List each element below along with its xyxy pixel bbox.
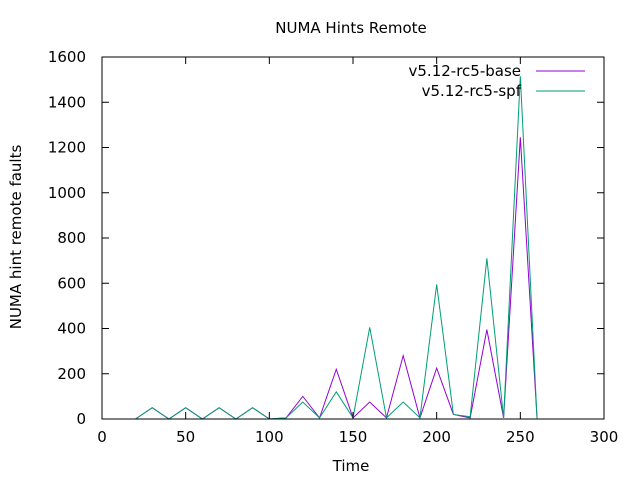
y-tick-label: 1400 bbox=[48, 93, 86, 111]
x-tick-label: 250 bbox=[506, 428, 535, 446]
y-tick-label: 200 bbox=[57, 365, 86, 383]
x-tick-label: 300 bbox=[590, 428, 619, 446]
series-layer bbox=[135, 76, 538, 420]
x-axis-label: Time bbox=[332, 457, 370, 475]
y-tick-label: 1600 bbox=[48, 48, 86, 66]
x-tick-label: 200 bbox=[422, 428, 451, 446]
y-tick-label: 600 bbox=[57, 274, 86, 292]
x-tick-label: 150 bbox=[339, 428, 368, 446]
y-axis-label: NUMA hint remote faults bbox=[7, 145, 25, 330]
y-tick-label: 400 bbox=[57, 320, 86, 338]
y-tick-label: 1000 bbox=[48, 184, 86, 202]
legend: v5.12-rc5-base v5.12-rc5-spf bbox=[409, 62, 585, 100]
series-line-0 bbox=[135, 137, 538, 420]
chart-title: NUMA Hints Remote bbox=[275, 19, 426, 37]
series-line-1 bbox=[135, 76, 538, 420]
x-tick-label: 0 bbox=[97, 428, 107, 446]
x-tick-label: 100 bbox=[255, 428, 284, 446]
axes-layer: 0 50 100 150 200 250 300 0 200 400 600 800 1000 1200 1… bbox=[48, 48, 619, 446]
x-tick-label: 50 bbox=[176, 428, 195, 446]
legend-label: v5.12-rc5-base bbox=[409, 62, 522, 80]
y-tick-label: 1200 bbox=[48, 139, 86, 157]
y-tick-label: 800 bbox=[57, 229, 86, 247]
y-tick-label: 0 bbox=[76, 410, 86, 428]
legend-label: v5.12-rc5-spf bbox=[422, 82, 522, 100]
